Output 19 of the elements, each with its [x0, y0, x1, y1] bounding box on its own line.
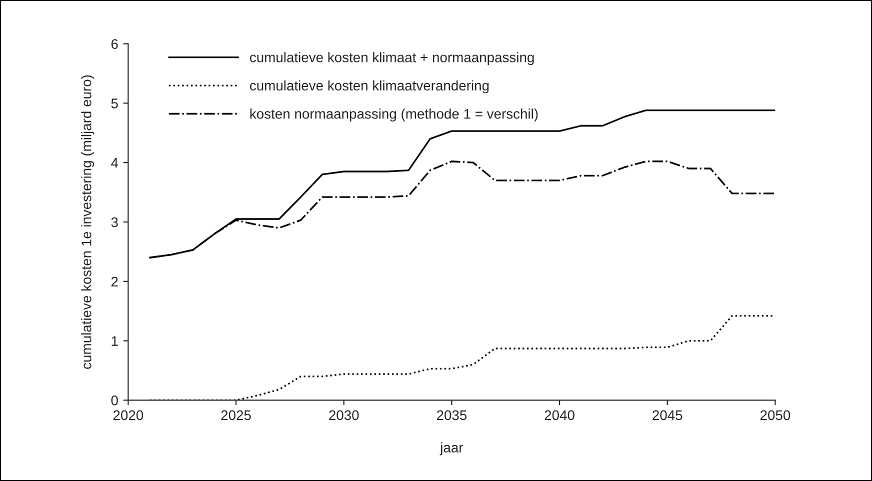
x-tick-label: 2045	[652, 410, 682, 420]
x-tick-label: 2035	[436, 410, 467, 420]
x-tick-label: 2025	[221, 410, 251, 420]
x-tick-label: 2020	[113, 410, 144, 420]
legend-label: cumulatieve kosten klimaatverandering	[250, 80, 489, 94]
y-tick-label: 3	[111, 217, 118, 228]
y-tick-label: 2	[111, 276, 118, 286]
y-tick-label: 1	[112, 336, 118, 346]
legend-label: kosten normaanpassing (methode 1 = verschil)	[250, 108, 538, 122]
x-tick-label: 2030	[329, 410, 359, 420]
x-tick-label: 2050	[760, 410, 790, 420]
y-tick-label: 6	[111, 39, 118, 49]
legend-label: cumulatieve kosten klimaat + normaanpassing	[250, 52, 534, 66]
y-tick-label: 0	[111, 396, 118, 406]
y-tick-label: 4	[111, 158, 118, 168]
x-axis-title: jaar	[440, 442, 464, 456]
y-tick-label: 5	[111, 98, 118, 108]
y-axis-title: cumulatieve kosten 1e investering (miljard euro)	[81, 75, 94, 369]
x-tick-label: 2040	[544, 410, 574, 420]
